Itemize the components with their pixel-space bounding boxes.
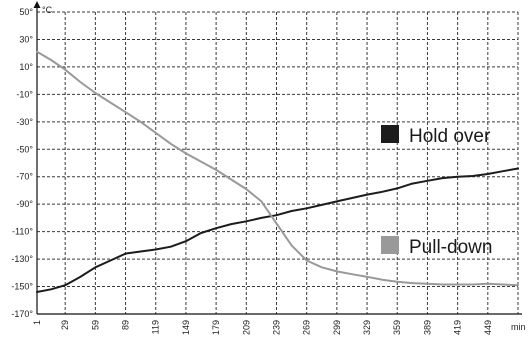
grid-lines: [37, 11, 519, 314]
y-tick-label: -130°: [11, 254, 33, 264]
x-tick-label: 239: [271, 320, 281, 335]
x-tick-label: 29: [60, 320, 70, 330]
y-tick-label: 10°: [19, 62, 33, 72]
x-tick-label: 1: [32, 320, 42, 325]
x-tick-label: 269: [302, 320, 312, 335]
axes: [33, 1, 522, 315]
legend-item-pull-down: Pull-down: [381, 236, 492, 258]
y-axis-unit-label: °C: [42, 5, 53, 15]
y-tick-label: 50°: [19, 7, 33, 17]
x-tick-label: 299: [332, 320, 342, 335]
x-tick-label: 209: [241, 320, 251, 335]
legend-swatch-hold-over: [381, 125, 399, 143]
x-tick-label: 389: [422, 320, 432, 335]
y-axis-arrow: [33, 1, 41, 8]
x-axis-tick-labels: 1 29 59 89 119 149 179 209 239 269 299 329 359 389 419…: [32, 320, 493, 335]
y-tick-label: -90°: [16, 199, 33, 209]
legend-label-hold-over: Hold over: [409, 126, 491, 147]
y-tick-label: -50°: [16, 144, 33, 154]
series-line-pull-down: [36, 50, 519, 287]
y-tick-label: -10°: [16, 89, 33, 99]
x-tick-label: 359: [392, 320, 402, 335]
y-tick-label: -110°: [12, 227, 33, 237]
legend-swatch-pull-down: [381, 236, 399, 254]
y-axis-tick-labels: 50° 30° 10° -10° -30° -50° -70° -90° -110° -130° -…: [11, 7, 33, 319]
x-tick-label: 449: [483, 320, 493, 335]
x-tick-label: 59: [90, 320, 100, 330]
legend-item-hold-over: Hold over: [381, 125, 491, 147]
x-tick-label: 149: [181, 320, 191, 335]
y-tick-label: -30°: [16, 117, 33, 127]
x-tick-label: 179: [211, 320, 221, 335]
legend-label-pull-down: Pull-down: [409, 237, 492, 258]
x-tick-label: 329: [362, 320, 372, 335]
y-tick-label: 30°: [19, 34, 33, 44]
x-tick-label: 419: [453, 320, 463, 335]
y-tick-label: -150°: [11, 282, 33, 292]
data-series: [36, 50, 519, 293]
legend: Hold over Pull-down: [381, 125, 492, 258]
x-tick-label: 89: [121, 320, 131, 330]
y-tick-label: -170°: [11, 309, 33, 319]
x-axis-unit-label: min: [511, 322, 526, 332]
x-tick-label: 119: [151, 320, 161, 334]
series-line-hold-over: [36, 167, 519, 293]
y-tick-label: -70°: [16, 172, 33, 182]
